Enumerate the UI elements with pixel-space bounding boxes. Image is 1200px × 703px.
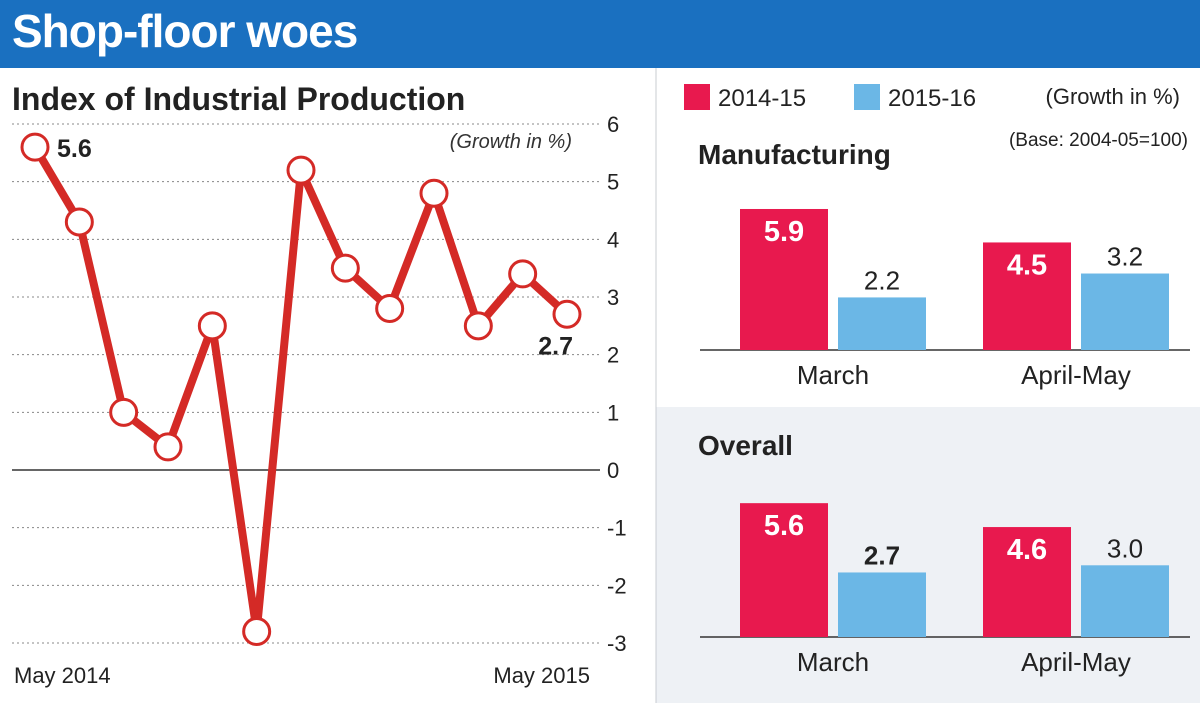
bar-value-label: 3.0	[1107, 533, 1143, 563]
bar-2014-15	[983, 242, 1071, 350]
data-point	[153, 432, 183, 462]
bar-chart-title: Manufacturing	[698, 139, 891, 170]
bar-2014-15	[740, 503, 828, 637]
point-label: 2.7	[538, 332, 573, 360]
legend: 2014-15 2015-16 (Growth in %) (Base: 200…	[684, 84, 1188, 151]
bar-value-label: 3.2	[1107, 242, 1143, 272]
x-end-label: May 2015	[493, 663, 590, 688]
iip-series-line	[31, 143, 571, 636]
category-label: April-May	[1021, 647, 1131, 677]
legend-swatch-2014-15	[684, 84, 710, 110]
bar-2015-16	[1081, 273, 1169, 350]
data-point	[552, 299, 582, 329]
y-tick-label: -3	[607, 631, 627, 656]
data-point	[375, 294, 405, 324]
y-tick-label: 2	[607, 343, 619, 368]
y-tick-label: 6	[607, 112, 619, 137]
data-point	[64, 207, 94, 237]
data-point	[197, 311, 227, 341]
manufacturing-bar-chart: Manufacturing 5.9 2.2 March 4.5 3.2 April-May	[698, 139, 1190, 390]
bar-value-label: 2.7	[864, 540, 900, 570]
y-tick-label: 1	[607, 400, 619, 425]
y-tick-label: -2	[607, 573, 627, 598]
y-tick-label: 5	[607, 170, 619, 195]
bar-value-label: 5.6	[764, 510, 804, 542]
base-note: (Base: 2004-05=100)	[1009, 130, 1188, 151]
bar-value-label: 5.9	[764, 216, 804, 248]
y-tick-label: 0	[607, 458, 619, 483]
y-tick-label: 4	[607, 227, 619, 252]
y-tick-label: 3	[607, 285, 619, 310]
legend-swatch-2015-16	[854, 84, 880, 110]
data-point	[109, 397, 139, 427]
data-point	[419, 178, 449, 208]
bar-2014-15	[740, 208, 828, 350]
bar-chart-title: Overall	[698, 430, 793, 461]
category-label: March	[797, 360, 869, 390]
bar-2015-16	[838, 572, 926, 637]
data-point	[286, 155, 316, 185]
iip-unit: (Growth in %)	[450, 131, 572, 153]
point-label: 5.6	[57, 135, 92, 163]
bar-value-label: 4.6	[1007, 534, 1047, 566]
legend-label-2015-16: 2015-16	[888, 85, 976, 112]
bar-2014-15	[983, 527, 1071, 637]
bar-2015-16	[1081, 565, 1169, 637]
banner: Shop-floor woes	[0, 0, 1200, 68]
overall-bar-chart: Overall 5.6 2.7 March 4.6 3.0 April-May	[698, 430, 1190, 677]
data-point	[242, 616, 272, 646]
bar-value-label: 2.2	[864, 265, 900, 295]
data-point	[330, 253, 360, 283]
category-label: April-May	[1021, 360, 1131, 390]
y-tick-label: -1	[607, 516, 627, 541]
data-point	[463, 311, 493, 341]
data-point	[508, 259, 538, 289]
category-label: March	[797, 647, 869, 677]
legend-unit: (Growth in %)	[1046, 84, 1180, 109]
bar-2015-16	[838, 297, 926, 350]
banner-title: Shop-floor woes	[12, 5, 358, 57]
bar-value-label: 4.5	[1007, 249, 1047, 281]
x-start-label: May 2014	[14, 663, 111, 688]
data-point	[20, 132, 50, 162]
iip-line-chart: Index of Industrial Production (Growth i…	[12, 81, 627, 688]
legend-label-2014-15: 2014-15	[718, 85, 806, 112]
iip-title: Index of Industrial Production	[12, 81, 465, 117]
